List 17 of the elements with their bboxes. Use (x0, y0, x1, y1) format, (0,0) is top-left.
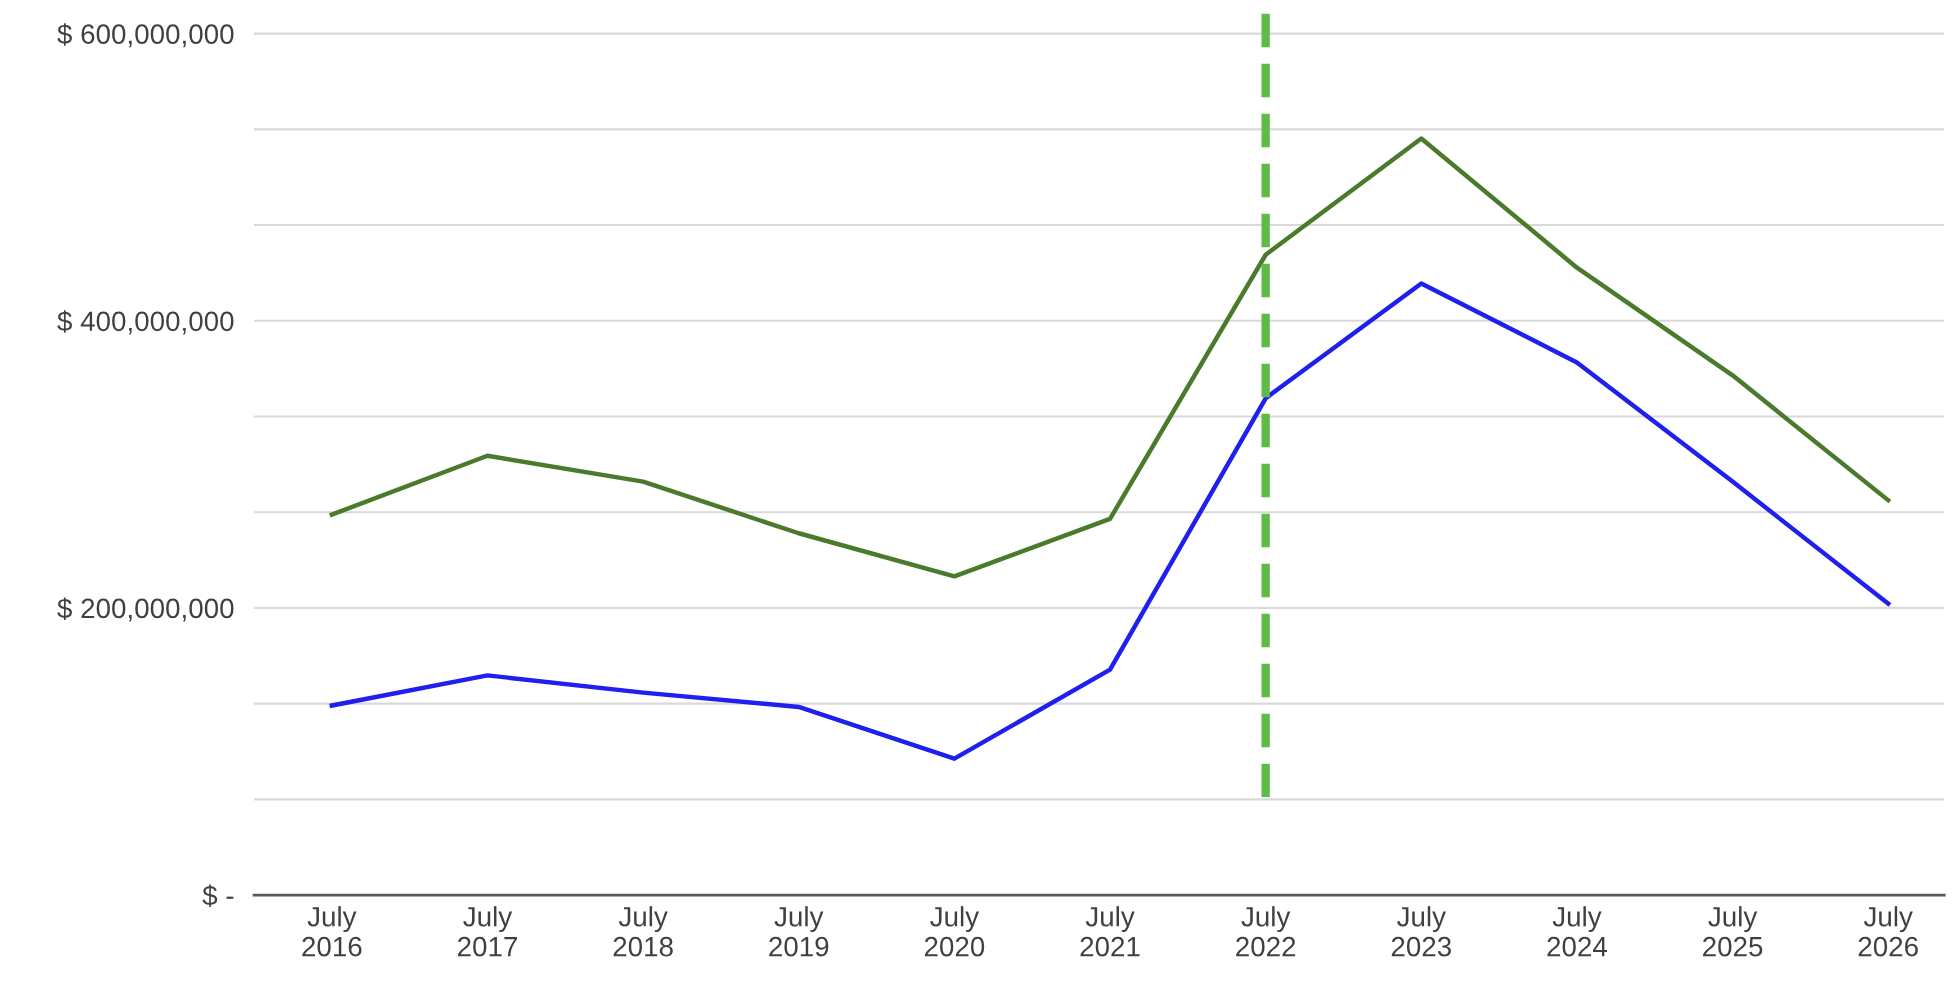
x-tick-label: July 2017 (457, 906, 517, 957)
x-tick-label: July 2026 (1858, 906, 1918, 957)
x-tick-label: July 2025 (1703, 906, 1763, 957)
y-tick-label: $ 400,000,000 (57, 310, 234, 335)
x-tick-label: July 2016 (302, 906, 362, 957)
x-tick-label: July 2021 (1080, 906, 1140, 957)
x-tick-label: July 2023 (1391, 906, 1451, 957)
x-tick-label: July 2024 (1547, 906, 1608, 957)
x-tick-label: July 2019 (769, 906, 829, 957)
line-series (329, 136, 1891, 579)
x-tick-label: July 2018 (613, 906, 673, 957)
line-series (329, 281, 1891, 761)
x-tick-label: July 2022 (1236, 906, 1296, 957)
x-tick-label: July 2020 (924, 906, 985, 957)
y-tick-label: $ - (202, 884, 234, 908)
y-tick-label: $ 200,000,000 (57, 597, 234, 622)
y-tick-label: $ 600,000,000 (57, 23, 234, 48)
